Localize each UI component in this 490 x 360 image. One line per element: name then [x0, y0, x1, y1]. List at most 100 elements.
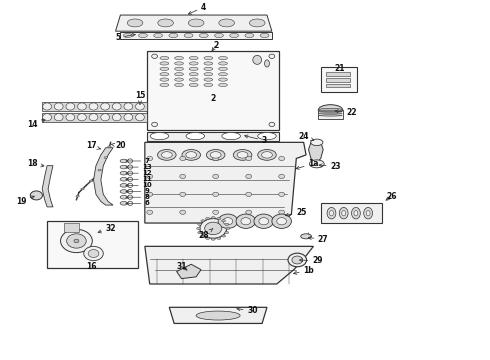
Bar: [42, 102, 147, 111]
Ellipse shape: [189, 78, 198, 81]
Ellipse shape: [230, 33, 239, 38]
Ellipse shape: [66, 114, 74, 121]
Ellipse shape: [174, 78, 183, 81]
Ellipse shape: [219, 57, 227, 60]
Ellipse shape: [222, 132, 241, 140]
Ellipse shape: [218, 214, 238, 228]
Ellipse shape: [120, 202, 127, 205]
Ellipse shape: [351, 207, 360, 219]
Ellipse shape: [279, 174, 285, 179]
Ellipse shape: [98, 169, 101, 171]
Polygon shape: [116, 15, 272, 31]
Ellipse shape: [120, 190, 127, 193]
Ellipse shape: [88, 249, 99, 257]
Ellipse shape: [128, 165, 133, 169]
Ellipse shape: [279, 192, 285, 197]
Ellipse shape: [301, 234, 312, 239]
Ellipse shape: [211, 238, 215, 240]
Ellipse shape: [265, 60, 270, 67]
Ellipse shape: [186, 152, 196, 158]
Ellipse shape: [233, 149, 252, 160]
Ellipse shape: [339, 207, 348, 219]
Ellipse shape: [198, 231, 202, 234]
Ellipse shape: [139, 33, 147, 38]
Ellipse shape: [219, 73, 227, 76]
Text: 1b: 1b: [294, 266, 314, 275]
Ellipse shape: [279, 156, 285, 161]
Ellipse shape: [104, 157, 107, 158]
Ellipse shape: [226, 227, 230, 229]
Polygon shape: [145, 246, 314, 284]
Ellipse shape: [225, 231, 229, 234]
Bar: [326, 72, 350, 76]
Ellipse shape: [74, 239, 79, 243]
Ellipse shape: [204, 67, 213, 71]
Ellipse shape: [364, 207, 372, 219]
Ellipse shape: [128, 171, 133, 175]
Ellipse shape: [180, 192, 186, 197]
Bar: [147, 51, 279, 130]
Text: 15: 15: [135, 91, 145, 104]
Text: 17: 17: [86, 141, 100, 150]
Ellipse shape: [219, 67, 227, 71]
Text: 30: 30: [237, 306, 258, 315]
Polygon shape: [94, 148, 113, 205]
Text: 28: 28: [198, 229, 213, 240]
Ellipse shape: [272, 214, 292, 228]
Ellipse shape: [174, 67, 183, 71]
Ellipse shape: [77, 103, 86, 110]
Text: 24: 24: [298, 132, 314, 141]
Ellipse shape: [213, 174, 219, 179]
Ellipse shape: [54, 103, 63, 110]
Ellipse shape: [204, 84, 213, 87]
Polygon shape: [309, 142, 323, 164]
Ellipse shape: [152, 54, 158, 58]
Ellipse shape: [150, 132, 169, 140]
Text: 29: 29: [299, 256, 322, 265]
Ellipse shape: [206, 237, 210, 239]
Ellipse shape: [253, 55, 262, 64]
Ellipse shape: [245, 174, 251, 179]
Text: 19: 19: [16, 196, 34, 206]
Polygon shape: [176, 264, 201, 279]
Ellipse shape: [217, 237, 221, 239]
Ellipse shape: [221, 235, 225, 237]
Text: 25: 25: [285, 208, 306, 217]
Ellipse shape: [213, 210, 219, 215]
Ellipse shape: [223, 218, 233, 225]
Ellipse shape: [213, 156, 219, 161]
Ellipse shape: [260, 33, 269, 38]
Ellipse shape: [128, 201, 133, 206]
Text: 12: 12: [126, 170, 152, 176]
Text: 9: 9: [126, 189, 150, 194]
Ellipse shape: [112, 103, 121, 110]
Text: 8: 8: [126, 194, 150, 200]
Ellipse shape: [136, 103, 145, 110]
Text: 27: 27: [308, 235, 328, 244]
Bar: [321, 67, 357, 92]
Ellipse shape: [182, 149, 200, 160]
Ellipse shape: [101, 103, 110, 110]
Ellipse shape: [189, 62, 198, 65]
Ellipse shape: [127, 19, 143, 27]
Text: 10: 10: [126, 183, 152, 188]
Ellipse shape: [245, 210, 251, 215]
Ellipse shape: [128, 183, 133, 188]
Ellipse shape: [217, 217, 221, 220]
Ellipse shape: [201, 220, 205, 222]
Ellipse shape: [292, 256, 303, 264]
Ellipse shape: [174, 62, 183, 65]
Ellipse shape: [158, 149, 176, 160]
Text: 4: 4: [188, 3, 206, 14]
Bar: [121, 32, 272, 39]
Ellipse shape: [319, 113, 342, 114]
Ellipse shape: [174, 73, 183, 76]
Ellipse shape: [201, 235, 205, 237]
Text: 13: 13: [126, 164, 152, 170]
Ellipse shape: [199, 33, 208, 38]
Ellipse shape: [310, 160, 324, 168]
Ellipse shape: [136, 114, 145, 121]
Ellipse shape: [160, 57, 169, 60]
Ellipse shape: [120, 184, 127, 187]
Ellipse shape: [262, 152, 272, 158]
